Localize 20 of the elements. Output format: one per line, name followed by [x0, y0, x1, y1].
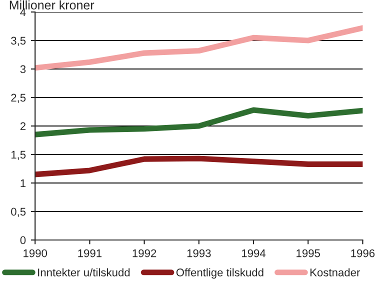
y-tick-label: 3,5 [11, 36, 26, 46]
x-tick-label: 1993 [187, 249, 211, 258]
y-tick-label: 2,5 [11, 94, 26, 103]
y-tick-label: 1 [20, 179, 26, 188]
y-tick-label: 3 [20, 65, 26, 74]
y-tick-label: 4 [20, 8, 26, 16]
y-axis-title: Millioner kroner [10, 0, 94, 10]
y-tick-label: 0 [20, 236, 26, 244]
legend-label: Inntekter u/tilskudd [38, 268, 130, 276]
x-tick-label: 1996 [351, 249, 375, 258]
x-tick-label: 1992 [132, 249, 156, 258]
legend-label: Kostnader [310, 268, 360, 276]
x-tick-label: 1995 [296, 249, 320, 258]
y-tick-label: 2 [20, 122, 26, 130]
y-tick-label: 1,5 [11, 150, 26, 160]
x-tick-label: 1990 [24, 249, 48, 258]
x-tick-label: 1991 [78, 249, 102, 258]
legend-label: Offentlige tilskudd [176, 268, 264, 279]
x-tick-label: 1994 [242, 249, 266, 258]
y-tick-label: 0,5 [11, 208, 26, 217]
